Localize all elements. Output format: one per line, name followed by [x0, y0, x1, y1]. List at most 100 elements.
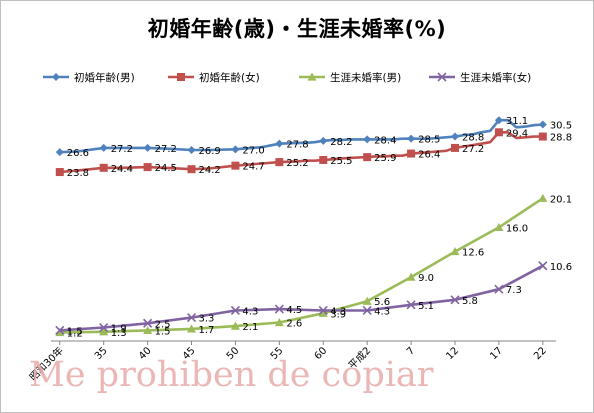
data-point: [55, 168, 64, 177]
legend-entry-first-marriage-age-male: 初婚年齢(男): [43, 71, 135, 84]
data-point: [538, 261, 548, 271]
legend-label: 生涯未婚率(男): [330, 71, 401, 84]
data-point: [494, 284, 504, 294]
data-label: 4.5: [286, 305, 302, 316]
data-label: 28.8: [550, 133, 572, 144]
legend-entry-first-marriage-age-female: 初婚年齢(女): [168, 71, 260, 84]
data-label: 24.2: [199, 165, 221, 176]
data-point: [55, 325, 65, 335]
data-point: [99, 327, 109, 336]
data-label: 24.7: [242, 162, 264, 173]
data-point: [143, 163, 152, 172]
data-point: [274, 318, 284, 327]
chart-title: 初婚年齢(歳)・生涯未婚率(%): [147, 17, 447, 41]
data-point: [231, 145, 240, 154]
data-label: 24.4: [111, 164, 133, 175]
data-point: [143, 325, 153, 334]
data-point: [451, 143, 459, 152]
data-label: 1.7: [199, 325, 215, 336]
data-label: 27.2: [155, 144, 177, 155]
data-label: 12.6: [462, 248, 484, 259]
data-point: [494, 116, 503, 125]
data-label: 16.0: [506, 223, 528, 234]
data-label: 1.5: [67, 326, 83, 337]
legend-marker: [307, 72, 317, 81]
data-point: [494, 128, 503, 137]
data-point: [187, 165, 196, 174]
data-label: 28.2: [330, 137, 352, 148]
data-point: [275, 139, 284, 148]
data-point: [231, 161, 240, 170]
data-label: 25.2: [286, 158, 308, 169]
data-point: [451, 132, 459, 141]
data-point: [538, 193, 548, 202]
data-point: [99, 143, 108, 152]
data-label: 29.4: [506, 128, 528, 139]
data-label: 2.6: [286, 319, 302, 330]
data-point: [362, 305, 372, 316]
series-layer: [55, 116, 548, 337]
data-label: 5.6: [374, 297, 390, 308]
series-first-marriage-age-female: [55, 128, 547, 177]
data-label: 1.2: [67, 328, 83, 339]
data-label: 5.8: [462, 296, 478, 307]
data-point: [186, 313, 197, 323]
data-point: [450, 295, 460, 305]
data-label: 5.1: [418, 301, 434, 312]
data-label: 1.5: [155, 326, 171, 337]
data-point: [230, 321, 240, 330]
x-tick-label: 22: [532, 345, 549, 362]
legend-label: 生涯未婚率(女): [460, 71, 531, 84]
data-label: 25.9: [374, 153, 396, 164]
data-label: 27.0: [242, 145, 264, 156]
data-label: 2.5: [155, 319, 171, 330]
data-point: [319, 155, 328, 164]
series-line: [59, 264, 544, 332]
data-label: 27.2: [462, 144, 484, 155]
data-point: [99, 322, 109, 333]
data-point: [538, 120, 547, 129]
data-point: [363, 153, 372, 162]
watermark-text: Me prohiben de copiar: [29, 355, 434, 395]
x-tick-label: 17: [488, 345, 505, 362]
legend-marker: [52, 73, 60, 81]
data-point: [275, 158, 284, 167]
data-label: 4.3: [330, 306, 346, 317]
series-lifetime-unmarried-rate-male: [55, 193, 548, 337]
data-label: 28.4: [374, 135, 396, 146]
data-label: 20.1: [550, 194, 572, 205]
legend-marker: [177, 73, 185, 81]
data-label: 23.8: [67, 168, 89, 179]
x-tick-label: 12: [444, 345, 461, 362]
data-point: [143, 143, 152, 152]
series-first-marriage-age-male: [55, 116, 547, 157]
data-label: 4.3: [242, 306, 258, 317]
data-point: [143, 318, 153, 328]
data-point: [274, 304, 284, 314]
data-point: [494, 222, 504, 232]
legend-entry-lifetime-unmarried-rate-female: 生涯未婚率(女): [429, 71, 531, 84]
data-label: 3.9: [330, 309, 346, 320]
data-label: 7.3: [506, 285, 522, 296]
data-label: 27.8: [286, 140, 308, 151]
data-label: 9.0: [418, 273, 434, 284]
data-label: 25.5: [330, 156, 352, 167]
data-point: [187, 324, 197, 333]
data-point: [55, 148, 64, 157]
data-label: 4.3: [374, 306, 390, 317]
series-lifetime-unmarried-rate-female: [55, 261, 548, 335]
legend-marker: [437, 72, 447, 82]
data-label: 31.1: [506, 116, 528, 127]
data-label: 3.3: [199, 314, 215, 325]
data-point: [55, 327, 65, 337]
data-point: [538, 132, 547, 141]
data-label-layer: 26.6 27.2 27.2 26.9 27.0 27.8 28.2 28.4 28.5 28.8…: [67, 116, 572, 339]
data-label: 26.9: [199, 146, 221, 157]
data-label: 1.3: [111, 328, 127, 339]
data-point: [406, 272, 416, 281]
data-point: [318, 308, 328, 317]
data-label: 30.5: [550, 120, 572, 131]
series-line: [59, 197, 544, 334]
